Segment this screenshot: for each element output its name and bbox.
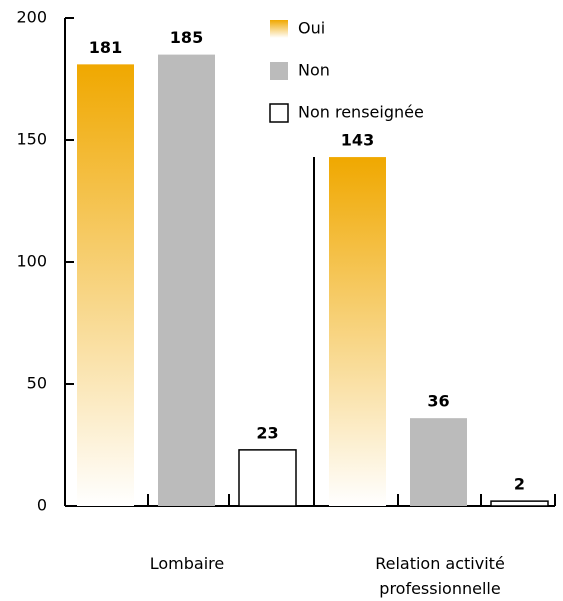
value-label: 185 (170, 28, 203, 47)
value-label: 181 (89, 38, 122, 57)
bar (158, 54, 215, 506)
value-label: 2 (514, 475, 525, 494)
y-tick-label: 50 (27, 374, 47, 393)
bar (329, 157, 386, 506)
bar (410, 418, 467, 506)
y-tick-label: 150 (16, 130, 47, 149)
legend-swatch (269, 103, 289, 123)
legend-label: Non renseignée (298, 103, 424, 122)
bar (490, 500, 549, 507)
bar (238, 449, 297, 507)
bar (77, 64, 134, 507)
legend-swatch (270, 20, 288, 38)
legend-label: Oui (298, 19, 325, 38)
value-label: 143 (341, 131, 374, 150)
value-label: 36 (427, 392, 449, 411)
legend-swatch (270, 62, 288, 80)
y-tick-label: 0 (37, 496, 47, 515)
value-label: 23 (256, 423, 278, 442)
x-tick-label: Relation activité professionnelle (375, 554, 505, 598)
y-tick-label: 200 (16, 8, 47, 27)
y-tick-label: 100 (16, 252, 47, 271)
x-tick-label: Lombaire (149, 554, 225, 573)
legend-label: Non (298, 61, 330, 80)
